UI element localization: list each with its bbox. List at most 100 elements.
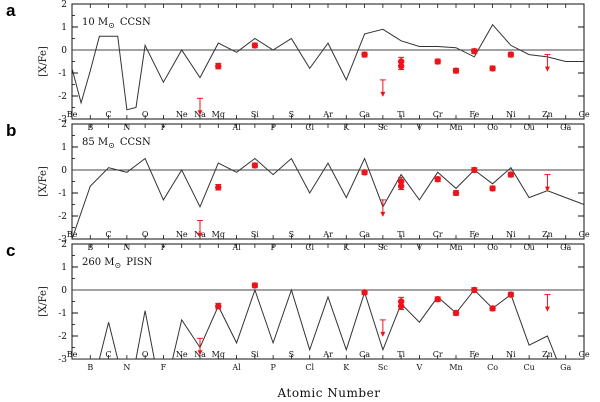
y-tick-label: 0 — [61, 46, 67, 56]
element-label-S: S — [289, 110, 294, 119]
y-tick-label: 0 — [61, 286, 67, 296]
element-label-N: N — [123, 363, 130, 372]
element-label-Si: Si — [251, 350, 259, 359]
element-label-B: B — [87, 363, 93, 372]
element-label-Zn: Zn — [542, 110, 553, 119]
y-tick-label: 1 — [61, 263, 67, 273]
obs-point — [452, 67, 460, 74]
element-label-F: F — [161, 363, 167, 372]
element-label-Cu: Cu — [524, 363, 535, 372]
element-label-Ne: Ne — [176, 230, 188, 239]
model-label: 10 M⊙ CCSN — [82, 17, 151, 30]
element-label-Mg: Mg — [212, 110, 225, 119]
element-label-Ar: Ar — [322, 350, 333, 359]
y-tick-label: -3 — [58, 115, 67, 125]
obs-point — [215, 184, 222, 191]
element-label-Ca: Ca — [359, 230, 370, 239]
upper-limit-arrow — [197, 110, 203, 116]
panel-a: a[X/Fe]-3-2-1012BeCONeNaMgSiSArCaTiCrFeN… — [6, 0, 590, 132]
obs-point — [471, 47, 478, 55]
upper-limit-arrow — [544, 66, 550, 72]
panel-letter: b — [6, 121, 16, 140]
obs-point — [361, 289, 368, 296]
element-label-O: O — [142, 350, 149, 359]
panels-group: a[X/Fe]-3-2-1012BeCONeNaMgSiSArCaTiCrFeN… — [6, 0, 590, 372]
obs-point — [397, 62, 405, 70]
y-tick-label: 0 — [61, 166, 67, 176]
obs-point — [507, 171, 515, 178]
element-label-S: S — [289, 350, 294, 359]
obs-point — [434, 296, 441, 303]
obs-point — [251, 162, 259, 169]
upper-limit-arrow — [380, 211, 386, 217]
y-tick-label: -1 — [58, 69, 67, 79]
y-axis-label: [X/Fe] — [38, 286, 49, 317]
obs-point — [361, 169, 368, 176]
obs-point — [507, 291, 515, 298]
element-label-Zn: Zn — [542, 230, 553, 239]
model-label: 85 M⊙ CCSN — [82, 137, 151, 150]
y-tick-label: -2 — [58, 92, 67, 102]
y-tick-label: -2 — [58, 212, 67, 222]
element-label-Ne: Ne — [176, 350, 188, 359]
element-label-C: C — [106, 350, 112, 359]
y-tick-label: 2 — [61, 120, 67, 130]
y-tick-label: -1 — [58, 189, 67, 199]
element-label-Cr: Cr — [433, 230, 443, 239]
model-curve — [72, 157, 584, 239]
element-label-S: S — [289, 230, 294, 239]
element-label-Ti: Ti — [397, 110, 405, 119]
element-label-Ge: Ge — [578, 230, 589, 239]
obs-point — [489, 185, 496, 192]
element-label-K: K — [343, 123, 350, 132]
element-label-Co: Co — [487, 363, 498, 372]
element-label-Si: Si — [251, 230, 259, 239]
x-axis-label: Atomic Number — [277, 386, 381, 400]
y-tick-label: -3 — [58, 355, 67, 365]
element-label-Ar: Ar — [322, 110, 333, 119]
y-tick-label: 1 — [61, 143, 67, 153]
element-label-Fe: Fe — [469, 350, 479, 359]
element-label-Zn: Zn — [542, 350, 553, 359]
upper-limit-arrow — [197, 350, 203, 356]
obs-point — [489, 65, 496, 72]
obs-point — [361, 51, 368, 58]
panel-letter: a — [6, 1, 16, 20]
obs-point — [507, 51, 515, 58]
element-label-C: C — [106, 110, 112, 119]
element-label-Fe: Fe — [469, 110, 479, 119]
element-label-Ca: Ca — [359, 350, 370, 359]
panel-letter: c — [6, 241, 15, 260]
element-label-P: P — [270, 363, 276, 372]
model-curve — [72, 288, 584, 359]
obs-point — [434, 176, 441, 183]
upper-limit-arrow — [380, 331, 386, 337]
upper-limit-arrow — [380, 91, 386, 97]
element-label-Cr: Cr — [433, 350, 443, 359]
element-label-Ca: Ca — [359, 110, 370, 119]
element-label-Mg: Mg — [212, 350, 225, 359]
upper-limit-arrow — [544, 186, 550, 192]
y-tick-label: 2 — [61, 240, 67, 250]
element-label-Ge: Ge — [578, 350, 589, 359]
obs-point — [397, 302, 405, 310]
element-label-Ni: Ni — [506, 110, 516, 119]
obs-point — [489, 305, 496, 312]
obs-point — [215, 62, 222, 70]
element-label-Sc: Sc — [378, 363, 388, 372]
y-tick-label: 1 — [61, 23, 67, 33]
obs-point — [251, 282, 259, 289]
element-label-Al: Al — [231, 363, 241, 372]
obs-point — [434, 58, 441, 65]
y-tick-label: -1 — [58, 309, 67, 319]
y-tick-label: -2 — [58, 332, 67, 342]
obs-point — [397, 182, 405, 190]
y-tick-label: -3 — [58, 235, 67, 245]
element-label-V: V — [416, 363, 423, 372]
model-label: 260 M⊙ PISN — [82, 257, 153, 270]
obs-point — [471, 166, 478, 174]
obs-point — [471, 286, 478, 294]
element-label-Be: Be — [67, 230, 78, 239]
element-label-Mg: Mg — [212, 230, 225, 239]
y-axis-label: [X/Fe] — [38, 46, 49, 77]
